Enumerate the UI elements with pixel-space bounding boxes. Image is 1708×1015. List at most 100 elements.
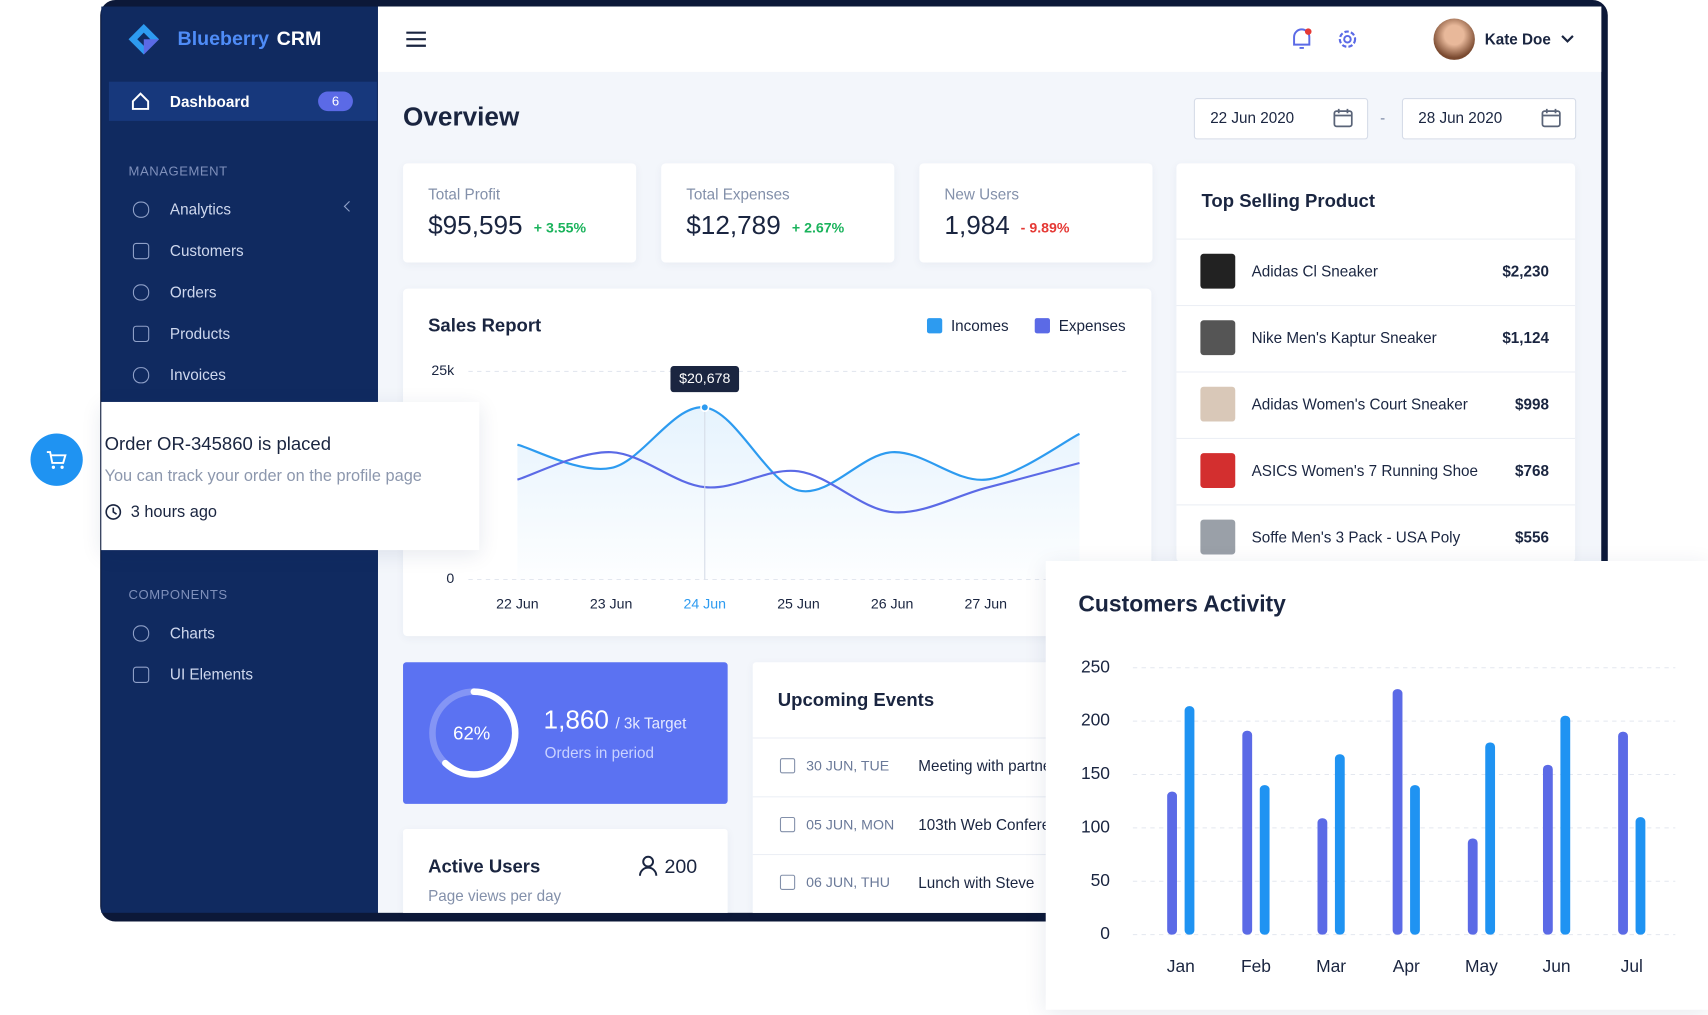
y-tick-label: 100 bbox=[1081, 816, 1110, 836]
y-tick-label: 0 bbox=[446, 571, 454, 587]
x-tick-label: 22 Jun bbox=[496, 596, 539, 612]
date-from[interactable]: 22 Jun 2020 bbox=[1210, 108, 1295, 127]
product-price: $768 bbox=[1515, 461, 1549, 480]
nav-label[interactable]: UI Elements bbox=[169, 665, 253, 683]
clock-icon bbox=[105, 504, 122, 520]
bar bbox=[1635, 817, 1646, 935]
separator bbox=[1176, 437, 1576, 439]
product-name: Nike Men's Kaptur Sneaker bbox=[1251, 328, 1437, 347]
nav-label[interactable]: Charts bbox=[169, 624, 215, 642]
separator bbox=[1176, 371, 1576, 373]
card-caption: Page views per day bbox=[428, 886, 562, 905]
bar bbox=[1392, 689, 1403, 935]
card-title: Upcoming Events bbox=[777, 689, 935, 711]
event-title: Lunch with Steve bbox=[918, 873, 1035, 892]
chevron[interactable] bbox=[1561, 34, 1574, 45]
event-icon bbox=[779, 758, 796, 774]
area bbox=[517, 407, 1080, 580]
bar bbox=[1167, 791, 1177, 935]
bar bbox=[1259, 785, 1270, 935]
stat-value: $12,789 bbox=[686, 211, 781, 241]
date-input[interactable] bbox=[1193, 98, 1369, 140]
menu-icon[interactable] bbox=[405, 31, 427, 48]
stat-card: New Users 1,984 - 9.89% bbox=[919, 163, 1153, 263]
nav-icon[interactable] bbox=[132, 325, 150, 343]
nav-icon[interactable] bbox=[132, 367, 150, 384]
product-thumb bbox=[1200, 320, 1236, 356]
y-tick-label: 0 bbox=[1100, 923, 1110, 943]
nav-label[interactable]: Products bbox=[169, 324, 231, 343]
progress-ring bbox=[429, 688, 519, 778]
nav-icon[interactable] bbox=[132, 201, 150, 218]
x-tick-label: 24 Jun bbox=[684, 596, 727, 612]
product-thumb bbox=[1200, 519, 1236, 555]
calendar-icon[interactable] bbox=[1541, 108, 1561, 128]
stat-label: New Users bbox=[944, 185, 1019, 203]
stat-value: $95,595 bbox=[428, 211, 523, 241]
bar bbox=[1184, 706, 1195, 935]
card-title: Top Selling Product bbox=[1201, 190, 1376, 212]
event-date: 06 JUN, THU bbox=[806, 874, 891, 891]
date-to[interactable]: 28 Jun 2020 bbox=[1418, 108, 1503, 127]
ring-progress bbox=[429, 688, 519, 778]
nav-label[interactable]: Analytics bbox=[169, 200, 231, 218]
nav-label[interactable]: Dashboard bbox=[169, 92, 250, 111]
calendar-icon[interactable] bbox=[1333, 108, 1353, 128]
y-tick-label: 250 bbox=[1081, 656, 1110, 676]
nav-icon[interactable] bbox=[132, 242, 150, 260]
product-price: $556 bbox=[1515, 528, 1549, 546]
y-tick-label: 50 bbox=[1091, 870, 1110, 890]
orders-caption: Orders in period bbox=[544, 743, 654, 762]
notification-text: You can track your order on the profile … bbox=[104, 466, 422, 486]
bar bbox=[1560, 715, 1571, 935]
user-name[interactable]: Kate Doe bbox=[1484, 30, 1551, 48]
brand-logo bbox=[128, 23, 160, 55]
legend-swatch bbox=[926, 318, 943, 334]
card-title: Active Users bbox=[428, 856, 541, 877]
nav-icon[interactable] bbox=[132, 625, 150, 642]
nav-label[interactable]: Invoices bbox=[169, 366, 226, 384]
product-price: $998 bbox=[1515, 395, 1549, 413]
stat-card: Total Profit $95,595 + 3.55% bbox=[403, 163, 637, 263]
event-date: 30 JUN, TUE bbox=[806, 757, 890, 774]
product-thumb bbox=[1200, 453, 1236, 489]
bell-icon[interactable] bbox=[1290, 26, 1314, 52]
notification-card[interactable] bbox=[101, 401, 480, 551]
section-title: COMPONENTS bbox=[128, 587, 228, 603]
stat-card: Total Expenses $12,789 + 2.67% bbox=[661, 163, 895, 263]
separator bbox=[1176, 305, 1576, 307]
home-icon bbox=[131, 92, 150, 110]
bar bbox=[1542, 764, 1553, 935]
brand-name: Blueberry bbox=[177, 27, 270, 50]
nav-label[interactable]: Customers bbox=[169, 241, 244, 260]
separator bbox=[752, 854, 1080, 856]
nav-label[interactable]: Orders bbox=[169, 283, 217, 301]
page-title: Overview bbox=[403, 102, 520, 132]
nav-icon[interactable] bbox=[132, 284, 150, 301]
bar bbox=[1317, 818, 1328, 935]
x-tick-label: 25 Jun bbox=[777, 596, 820, 612]
separator bbox=[752, 795, 1080, 797]
bar bbox=[1334, 754, 1345, 935]
x-tick-label: Jul bbox=[1621, 956, 1643, 976]
nav-badge: 6 bbox=[318, 91, 353, 112]
date-input[interactable] bbox=[1401, 98, 1577, 140]
product-price: $2,230 bbox=[1502, 262, 1549, 280]
section-title: MANAGEMENT bbox=[128, 163, 228, 179]
product-name: Soffe Men's 3 Pack - USA Poly bbox=[1251, 528, 1461, 546]
activity-chart: Customers Activity 0 50 100 150 200 250 Jan Feb… bbox=[1078, 591, 1676, 976]
avatar[interactable] bbox=[1433, 18, 1475, 60]
orders-card bbox=[403, 662, 728, 804]
event-icon bbox=[779, 874, 796, 890]
orders-count: 1,860 bbox=[543, 705, 609, 736]
orders-target: / 3k Target bbox=[615, 714, 687, 733]
stat-change: + 3.55% bbox=[533, 219, 587, 236]
nav-icon[interactable] bbox=[132, 666, 150, 683]
separator bbox=[1176, 504, 1576, 506]
x-tick-label: Jun bbox=[1543, 956, 1571, 976]
settings-icon[interactable] bbox=[1335, 27, 1359, 51]
event-icon bbox=[779, 816, 796, 832]
bar bbox=[1467, 838, 1478, 935]
x-tick-label: 27 Jun bbox=[965, 596, 1008, 612]
